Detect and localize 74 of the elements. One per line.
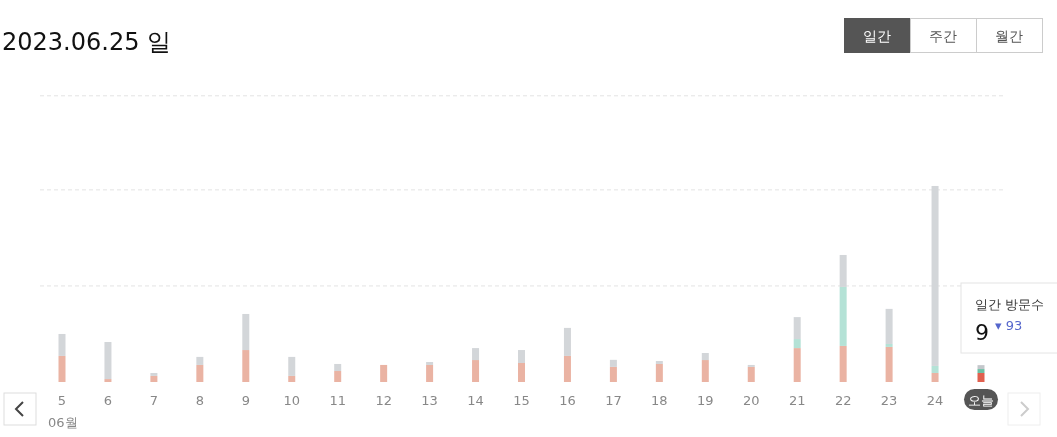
bar xyxy=(196,364,204,382)
text: 06월 xyxy=(48,415,78,430)
bar xyxy=(334,363,342,372)
bar xyxy=(288,356,296,376)
x-tick-label: 21 xyxy=(788,393,806,408)
bar xyxy=(472,360,480,382)
bar xyxy=(609,366,617,382)
x-tick-label: 오늘 xyxy=(968,393,994,408)
bar xyxy=(793,348,801,382)
bar xyxy=(426,362,434,365)
bar xyxy=(839,345,847,382)
bar xyxy=(563,355,571,382)
annotation: 9 xyxy=(975,320,989,345)
annotation: ▾ 93 xyxy=(995,318,1023,333)
chart-title: 2023.06.25 일 xyxy=(2,28,172,56)
bar xyxy=(242,350,250,382)
x-tick-label: 10 xyxy=(283,393,301,408)
x-tick-label: 7 xyxy=(149,393,159,408)
bar xyxy=(518,350,525,363)
x-tick-label: 23 xyxy=(880,393,898,408)
bar xyxy=(931,365,939,373)
bar xyxy=(793,339,801,349)
bar xyxy=(747,366,755,382)
bar xyxy=(58,355,66,382)
x-tick-label: 6 xyxy=(103,393,113,408)
bar xyxy=(563,327,571,356)
x-tick-label: 9 xyxy=(241,393,250,408)
bar xyxy=(655,361,663,364)
x-tick-label: 20 xyxy=(742,393,760,408)
x-tick-label: 12 xyxy=(375,393,392,408)
bar xyxy=(977,365,985,370)
text: 월간 xyxy=(995,28,1023,44)
bar xyxy=(839,286,847,346)
bar xyxy=(885,308,893,344)
x-tick-label: 11 xyxy=(329,393,346,408)
text: 일간 xyxy=(863,28,891,44)
x-tick-label: 22 xyxy=(834,393,852,408)
bar xyxy=(472,348,480,361)
x-tick-label: 24 xyxy=(926,393,944,408)
x-tick-label: 8 xyxy=(195,393,204,408)
bar xyxy=(104,379,112,382)
bar xyxy=(793,317,801,340)
bar xyxy=(518,362,525,382)
bar xyxy=(242,313,250,351)
x-tick-label: 17 xyxy=(605,393,622,408)
x-tick-label: 14 xyxy=(467,393,484,408)
bar xyxy=(885,343,893,347)
bar xyxy=(839,254,847,287)
bar xyxy=(885,346,893,382)
bar xyxy=(150,375,158,382)
annotation: 일간 방문수 xyxy=(975,297,1045,312)
x-tick-label: 18 xyxy=(651,393,668,408)
bar xyxy=(58,333,66,356)
bar xyxy=(609,359,617,367)
bar xyxy=(931,372,939,382)
bar xyxy=(977,372,985,382)
x-tick-label: 15 xyxy=(513,393,530,408)
x-tick-label: 5 xyxy=(57,393,67,408)
bar xyxy=(196,356,204,365)
bar xyxy=(655,363,663,382)
bar xyxy=(104,342,112,380)
bar xyxy=(380,364,388,382)
x-tick-label: 16 xyxy=(559,393,576,408)
text: 주간 xyxy=(929,28,957,44)
bar xyxy=(288,375,296,382)
bar xyxy=(931,185,939,366)
x-tick-label: 19 xyxy=(697,393,714,408)
bar xyxy=(701,360,709,382)
x-tick-label: 13 xyxy=(421,393,438,408)
bar xyxy=(334,371,342,382)
bar xyxy=(150,372,158,376)
bar xyxy=(701,352,709,361)
bar xyxy=(977,369,985,373)
bar xyxy=(426,364,434,382)
